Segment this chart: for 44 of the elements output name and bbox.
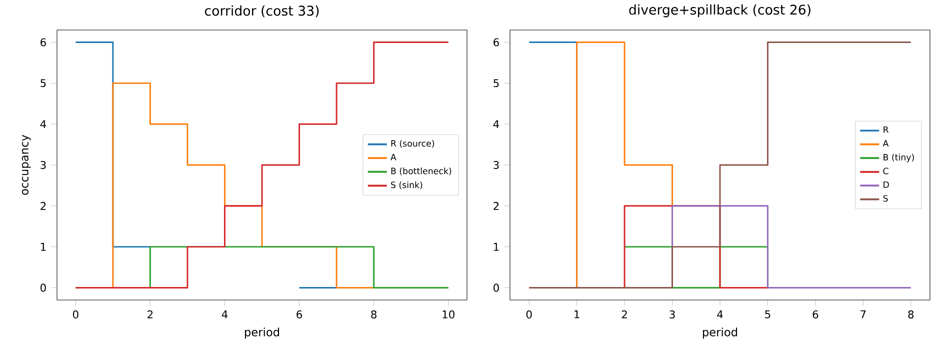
x-tick-label: 6	[296, 310, 302, 318]
y-tick-label: 4	[40, 120, 46, 128]
legend-label: S	[883, 195, 888, 202]
x-tick-label: 3	[670, 310, 675, 318]
legend-label: R	[884, 126, 889, 133]
y-tick-label: 4	[493, 120, 500, 128]
x-tick-label: 0	[526, 310, 532, 318]
x-tick-label: 2	[622, 310, 627, 318]
x-tick-label: 10	[442, 310, 454, 318]
x-tick-label: 7	[860, 310, 866, 318]
x-tick-label: 8	[908, 310, 914, 318]
x-axis-title: period	[244, 328, 280, 339]
y-tick-label: 3	[40, 160, 46, 170]
legend-label: C	[883, 168, 888, 174]
x-tick-label: 5	[765, 310, 770, 318]
legend-label: A	[882, 140, 889, 146]
x-tick-label: 2	[148, 310, 153, 318]
y-tick-label: 0	[40, 284, 46, 292]
y-tick-label: 5	[40, 79, 46, 88]
x-tick-label: 4	[222, 310, 228, 318]
y-tick-label: 2	[40, 202, 46, 210]
chart-title: corridor (cost 33)	[204, 5, 319, 18]
x-tick-label: 4	[717, 310, 723, 318]
y-tick-label: 1	[41, 242, 46, 251]
chart-title: diverge+spillback (cost 26)	[629, 4, 810, 18]
x-tick-label: 6	[812, 310, 818, 318]
legend-label: S (sink)	[391, 181, 422, 190]
legend-label: B (bottleneck)	[391, 168, 452, 176]
y-axis-title: occupancy	[22, 134, 31, 195]
x-axis-title: period	[702, 328, 738, 339]
legend-label: A	[390, 154, 396, 160]
legend-label: R (source)	[391, 140, 434, 148]
y-tick-label: 2	[494, 202, 499, 210]
x-tick-label: 8	[371, 310, 376, 318]
x-tick-label: 0	[72, 310, 78, 318]
legend-label: B (tiny)	[884, 154, 914, 162]
y-tick-label: 6	[40, 38, 46, 46]
legend-label: D	[884, 181, 889, 188]
y-tick-label: 1	[494, 242, 499, 251]
y-tick-label: 0	[494, 284, 499, 292]
y-tick-label: 6	[494, 38, 499, 46]
y-tick-label: 5	[494, 79, 499, 88]
y-tick-label: 3	[494, 160, 499, 170]
x-tick-label: 1	[574, 310, 580, 318]
